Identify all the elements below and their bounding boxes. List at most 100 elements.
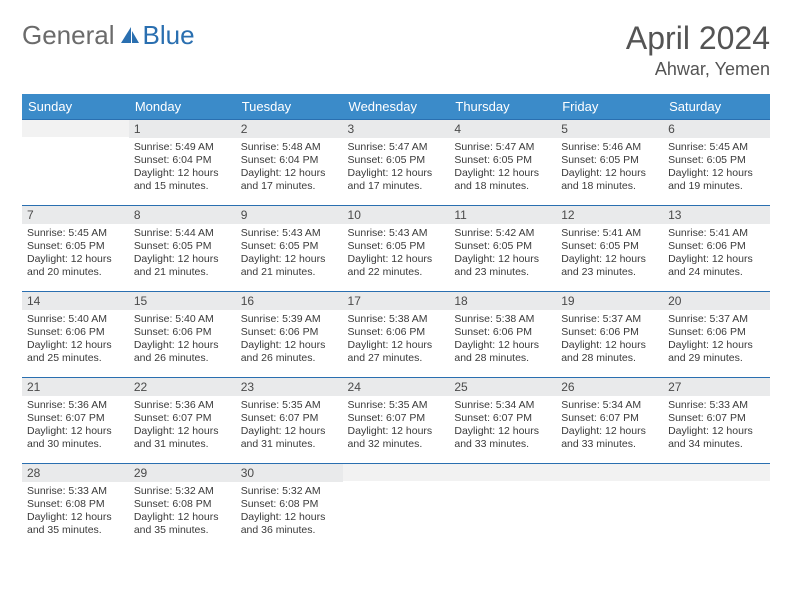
daylight-text: Daylight: 12 hours and 18 minutes. [561, 167, 658, 193]
cell-body: Sunrise: 5:40 AMSunset: 6:06 PMDaylight:… [129, 310, 236, 370]
sunset-text: Sunset: 6:07 PM [134, 412, 231, 425]
sunrise-text: Sunrise: 5:32 AM [241, 485, 338, 498]
cell-body: Sunrise: 5:33 AMSunset: 6:08 PMDaylight:… [22, 482, 129, 542]
day-number: 1 [129, 120, 236, 138]
cell-body: Sunrise: 5:35 AMSunset: 6:07 PMDaylight:… [236, 396, 343, 456]
daylight-text: Daylight: 12 hours and 26 minutes. [241, 339, 338, 365]
day-number: 15 [129, 292, 236, 310]
calendar-cell: 30Sunrise: 5:32 AMSunset: 6:08 PMDayligh… [236, 464, 343, 550]
weekday-header: Thursday [449, 94, 556, 120]
sunset-text: Sunset: 6:07 PM [27, 412, 124, 425]
sail-icon [119, 25, 141, 47]
calendar-cell: 16Sunrise: 5:39 AMSunset: 6:06 PMDayligh… [236, 292, 343, 378]
calendar-row: 1Sunrise: 5:49 AMSunset: 6:04 PMDaylight… [22, 120, 770, 206]
sunset-text: Sunset: 6:08 PM [27, 498, 124, 511]
day-number [556, 464, 663, 481]
cell-body: Sunrise: 5:45 AMSunset: 6:05 PMDaylight:… [663, 138, 770, 198]
sunrise-text: Sunrise: 5:39 AM [241, 313, 338, 326]
calendar-cell: 17Sunrise: 5:38 AMSunset: 6:06 PMDayligh… [343, 292, 450, 378]
sunset-text: Sunset: 6:07 PM [668, 412, 765, 425]
day-number: 8 [129, 206, 236, 224]
calendar-table: Sunday Monday Tuesday Wednesday Thursday… [22, 94, 770, 550]
daylight-text: Daylight: 12 hours and 33 minutes. [454, 425, 551, 451]
header: General Blue April 2024 Ahwar, Yemen [22, 20, 770, 80]
day-number: 24 [343, 378, 450, 396]
calendar-cell: 8Sunrise: 5:44 AMSunset: 6:05 PMDaylight… [129, 206, 236, 292]
cell-body: Sunrise: 5:36 AMSunset: 6:07 PMDaylight:… [129, 396, 236, 456]
location-label: Ahwar, Yemen [626, 59, 770, 80]
sunrise-text: Sunrise: 5:45 AM [27, 227, 124, 240]
sunrise-text: Sunrise: 5:40 AM [134, 313, 231, 326]
cell-body: Sunrise: 5:36 AMSunset: 6:07 PMDaylight:… [22, 396, 129, 456]
sunrise-text: Sunrise: 5:47 AM [348, 141, 445, 154]
day-number: 3 [343, 120, 450, 138]
calendar-cell: 9Sunrise: 5:43 AMSunset: 6:05 PMDaylight… [236, 206, 343, 292]
daylight-text: Daylight: 12 hours and 17 minutes. [348, 167, 445, 193]
daylight-text: Daylight: 12 hours and 34 minutes. [668, 425, 765, 451]
weekday-header: Sunday [22, 94, 129, 120]
weekday-header: Monday [129, 94, 236, 120]
calendar-cell: 15Sunrise: 5:40 AMSunset: 6:06 PMDayligh… [129, 292, 236, 378]
calendar-cell: 24Sunrise: 5:35 AMSunset: 6:07 PMDayligh… [343, 378, 450, 464]
sunrise-text: Sunrise: 5:33 AM [668, 399, 765, 412]
sunset-text: Sunset: 6:06 PM [27, 326, 124, 339]
calendar-cell: 22Sunrise: 5:36 AMSunset: 6:07 PMDayligh… [129, 378, 236, 464]
day-number: 19 [556, 292, 663, 310]
day-number: 6 [663, 120, 770, 138]
sunrise-text: Sunrise: 5:35 AM [241, 399, 338, 412]
calendar-cell: 6Sunrise: 5:45 AMSunset: 6:05 PMDaylight… [663, 120, 770, 206]
cell-body: Sunrise: 5:44 AMSunset: 6:05 PMDaylight:… [129, 224, 236, 284]
calendar-cell [449, 464, 556, 550]
calendar-cell: 4Sunrise: 5:47 AMSunset: 6:05 PMDaylight… [449, 120, 556, 206]
sunrise-text: Sunrise: 5:36 AM [27, 399, 124, 412]
cell-body: Sunrise: 5:39 AMSunset: 6:06 PMDaylight:… [236, 310, 343, 370]
sunset-text: Sunset: 6:05 PM [668, 154, 765, 167]
calendar-cell: 20Sunrise: 5:37 AMSunset: 6:06 PMDayligh… [663, 292, 770, 378]
cell-body: Sunrise: 5:37 AMSunset: 6:06 PMDaylight:… [556, 310, 663, 370]
daylight-text: Daylight: 12 hours and 17 minutes. [241, 167, 338, 193]
calendar-cell: 23Sunrise: 5:35 AMSunset: 6:07 PMDayligh… [236, 378, 343, 464]
sunrise-text: Sunrise: 5:35 AM [348, 399, 445, 412]
sunset-text: Sunset: 6:06 PM [241, 326, 338, 339]
cell-body: Sunrise: 5:37 AMSunset: 6:06 PMDaylight:… [663, 310, 770, 370]
sunrise-text: Sunrise: 5:48 AM [241, 141, 338, 154]
calendar-cell: 1Sunrise: 5:49 AMSunset: 6:04 PMDaylight… [129, 120, 236, 206]
sunrise-text: Sunrise: 5:43 AM [348, 227, 445, 240]
cell-body: Sunrise: 5:41 AMSunset: 6:06 PMDaylight:… [663, 224, 770, 284]
cell-body: Sunrise: 5:38 AMSunset: 6:06 PMDaylight:… [449, 310, 556, 370]
day-number [663, 464, 770, 481]
calendar-cell: 2Sunrise: 5:48 AMSunset: 6:04 PMDaylight… [236, 120, 343, 206]
day-number: 20 [663, 292, 770, 310]
sunrise-text: Sunrise: 5:45 AM [668, 141, 765, 154]
daylight-text: Daylight: 12 hours and 28 minutes. [454, 339, 551, 365]
calendar-cell [343, 464, 450, 550]
daylight-text: Daylight: 12 hours and 31 minutes. [241, 425, 338, 451]
calendar-cell: 13Sunrise: 5:41 AMSunset: 6:06 PMDayligh… [663, 206, 770, 292]
sunset-text: Sunset: 6:08 PM [134, 498, 231, 511]
daylight-text: Daylight: 12 hours and 28 minutes. [561, 339, 658, 365]
calendar-cell: 10Sunrise: 5:43 AMSunset: 6:05 PMDayligh… [343, 206, 450, 292]
cell-body: Sunrise: 5:34 AMSunset: 6:07 PMDaylight:… [449, 396, 556, 456]
month-title: April 2024 [626, 20, 770, 57]
day-number: 13 [663, 206, 770, 224]
daylight-text: Daylight: 12 hours and 25 minutes. [27, 339, 124, 365]
sunset-text: Sunset: 6:05 PM [241, 240, 338, 253]
cell-body: Sunrise: 5:48 AMSunset: 6:04 PMDaylight:… [236, 138, 343, 198]
logo-text-2: Blue [143, 20, 195, 51]
sunset-text: Sunset: 6:08 PM [241, 498, 338, 511]
calendar-cell: 27Sunrise: 5:33 AMSunset: 6:07 PMDayligh… [663, 378, 770, 464]
logo: General Blue [22, 20, 195, 51]
daylight-text: Daylight: 12 hours and 29 minutes. [668, 339, 765, 365]
calendar-cell: 14Sunrise: 5:40 AMSunset: 6:06 PMDayligh… [22, 292, 129, 378]
cell-body: Sunrise: 5:42 AMSunset: 6:05 PMDaylight:… [449, 224, 556, 284]
sunrise-text: Sunrise: 5:36 AM [134, 399, 231, 412]
daylight-text: Daylight: 12 hours and 36 minutes. [241, 511, 338, 537]
day-number: 23 [236, 378, 343, 396]
daylight-text: Daylight: 12 hours and 21 minutes. [134, 253, 231, 279]
cell-body: Sunrise: 5:33 AMSunset: 6:07 PMDaylight:… [663, 396, 770, 456]
day-number: 18 [449, 292, 556, 310]
daylight-text: Daylight: 12 hours and 30 minutes. [27, 425, 124, 451]
calendar-row: 21Sunrise: 5:36 AMSunset: 6:07 PMDayligh… [22, 378, 770, 464]
day-number: 11 [449, 206, 556, 224]
calendar-cell [556, 464, 663, 550]
